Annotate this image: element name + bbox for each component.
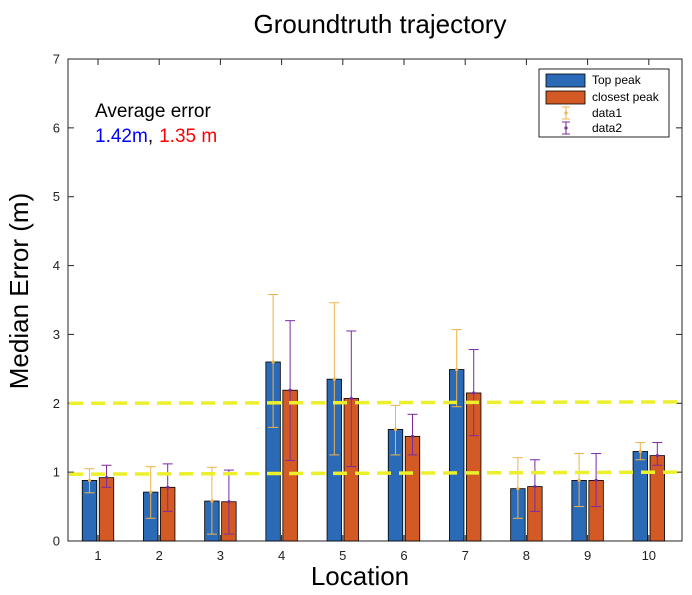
errorbar-point: [472, 391, 476, 395]
errorbar-data2: [591, 453, 602, 508]
errorbar-point: [271, 360, 275, 364]
errorbar-point: [638, 449, 642, 454]
errorbar-point: [149, 490, 153, 494]
legend-swatch-top-peak: [545, 73, 586, 88]
y-tick-label: 4: [53, 258, 60, 273]
errorbar-data1: [512, 457, 523, 519]
legend-errorbar-point: [564, 126, 568, 130]
y-tick-label: 7: [53, 52, 60, 67]
errorbar-point: [533, 485, 537, 489]
chart-title: Groundtruth trajectory: [254, 9, 507, 39]
errorbar-data2: [468, 349, 479, 437]
errorbar-point: [166, 485, 170, 489]
bar-top-peak: [632, 451, 648, 542]
legend-swatch-closest-peak: [545, 90, 586, 105]
legend-label: data2: [592, 121, 622, 135]
errorbar-point: [655, 454, 659, 458]
errorbar-data2: [101, 464, 112, 488]
legend-label: data1: [592, 106, 622, 120]
errorbar-data1: [635, 442, 646, 461]
errorbar-data1: [574, 453, 585, 508]
errorbar-point: [227, 500, 231, 504]
plot-area: 0 1 2 3 4 5 6 7 1 2 3 4 5 6 7 8 9 10: [53, 52, 683, 563]
x-tick-label: 9: [584, 548, 591, 563]
errorbar-data1: [390, 404, 401, 456]
plot-frame: [67, 58, 683, 542]
y-tick-label: 1: [53, 465, 60, 480]
y-tick-label: 3: [53, 327, 60, 342]
errorbar-point: [577, 478, 581, 483]
annotation-value-closest-peak: 1.35 m: [159, 126, 217, 147]
errorbar-point: [410, 434, 415, 438]
errorbar-data1: [145, 466, 156, 519]
errorbar-point: [594, 478, 598, 483]
legend-label: Top peak: [592, 73, 642, 87]
errorbar-data1: [268, 293, 279, 428]
errorbar-data1: [451, 329, 462, 408]
errorbar-point: [288, 388, 292, 392]
errorbar-data2: [223, 469, 234, 535]
y-axis-label: Median Error (m): [4, 193, 34, 389]
x-tick-label: 6: [400, 548, 407, 563]
errorbar-data2: [285, 320, 296, 461]
y-tick-label: 0: [53, 534, 60, 549]
x-tick-label: 7: [462, 548, 469, 563]
errorbar-data2: [529, 459, 540, 512]
bar-closest-peak: [649, 455, 665, 542]
x-tick-label: 8: [523, 548, 530, 563]
errorbar-point: [87, 478, 92, 483]
x-axis-label: Location: [311, 561, 409, 591]
errorbar-point: [516, 487, 520, 491]
x-tick-label: 10: [642, 548, 656, 563]
errorbar-point: [393, 427, 398, 432]
errorbar-data1: [84, 468, 95, 494]
x-tick-label: 2: [156, 548, 163, 563]
errorbar-point: [332, 377, 336, 381]
y-tick-label: 6: [53, 120, 60, 135]
x-tick-label: 1: [94, 548, 101, 563]
annotation-heading: Average error: [95, 101, 211, 122]
errorbar-data2: [652, 442, 663, 466]
errorbar-data2: [162, 463, 173, 512]
x-tick-label: 4: [278, 548, 285, 563]
errorbar-data1: [206, 466, 217, 535]
legend-errorbar-point: [564, 111, 568, 115]
annotation-values: 1.42m, 1.35 m: [95, 126, 217, 147]
x-tick-label: 3: [217, 548, 224, 563]
average-error-annotation: Average error 1.42m, 1.35 m: [95, 101, 217, 147]
y-tick-label: 2: [53, 396, 60, 411]
legend-label: closest peak: [592, 90, 660, 104]
errorbar-point: [349, 396, 353, 401]
reference-line-1: [68, 400, 682, 406]
x-tick-label: 5: [339, 548, 346, 563]
y-tick-label: 5: [53, 189, 60, 204]
annotation-separator: ,: [148, 126, 153, 147]
reference-line-2: [68, 470, 682, 476]
errorbar-data2: [407, 413, 418, 456]
errorbar-point: [210, 499, 214, 503]
errorbar-point: [104, 476, 109, 480]
errorbar-data1: [329, 302, 340, 456]
errorbar-data2: [346, 330, 357, 468]
annotation-value-top-peak: 1.42m: [95, 126, 148, 147]
errorbar-point: [455, 367, 459, 372]
